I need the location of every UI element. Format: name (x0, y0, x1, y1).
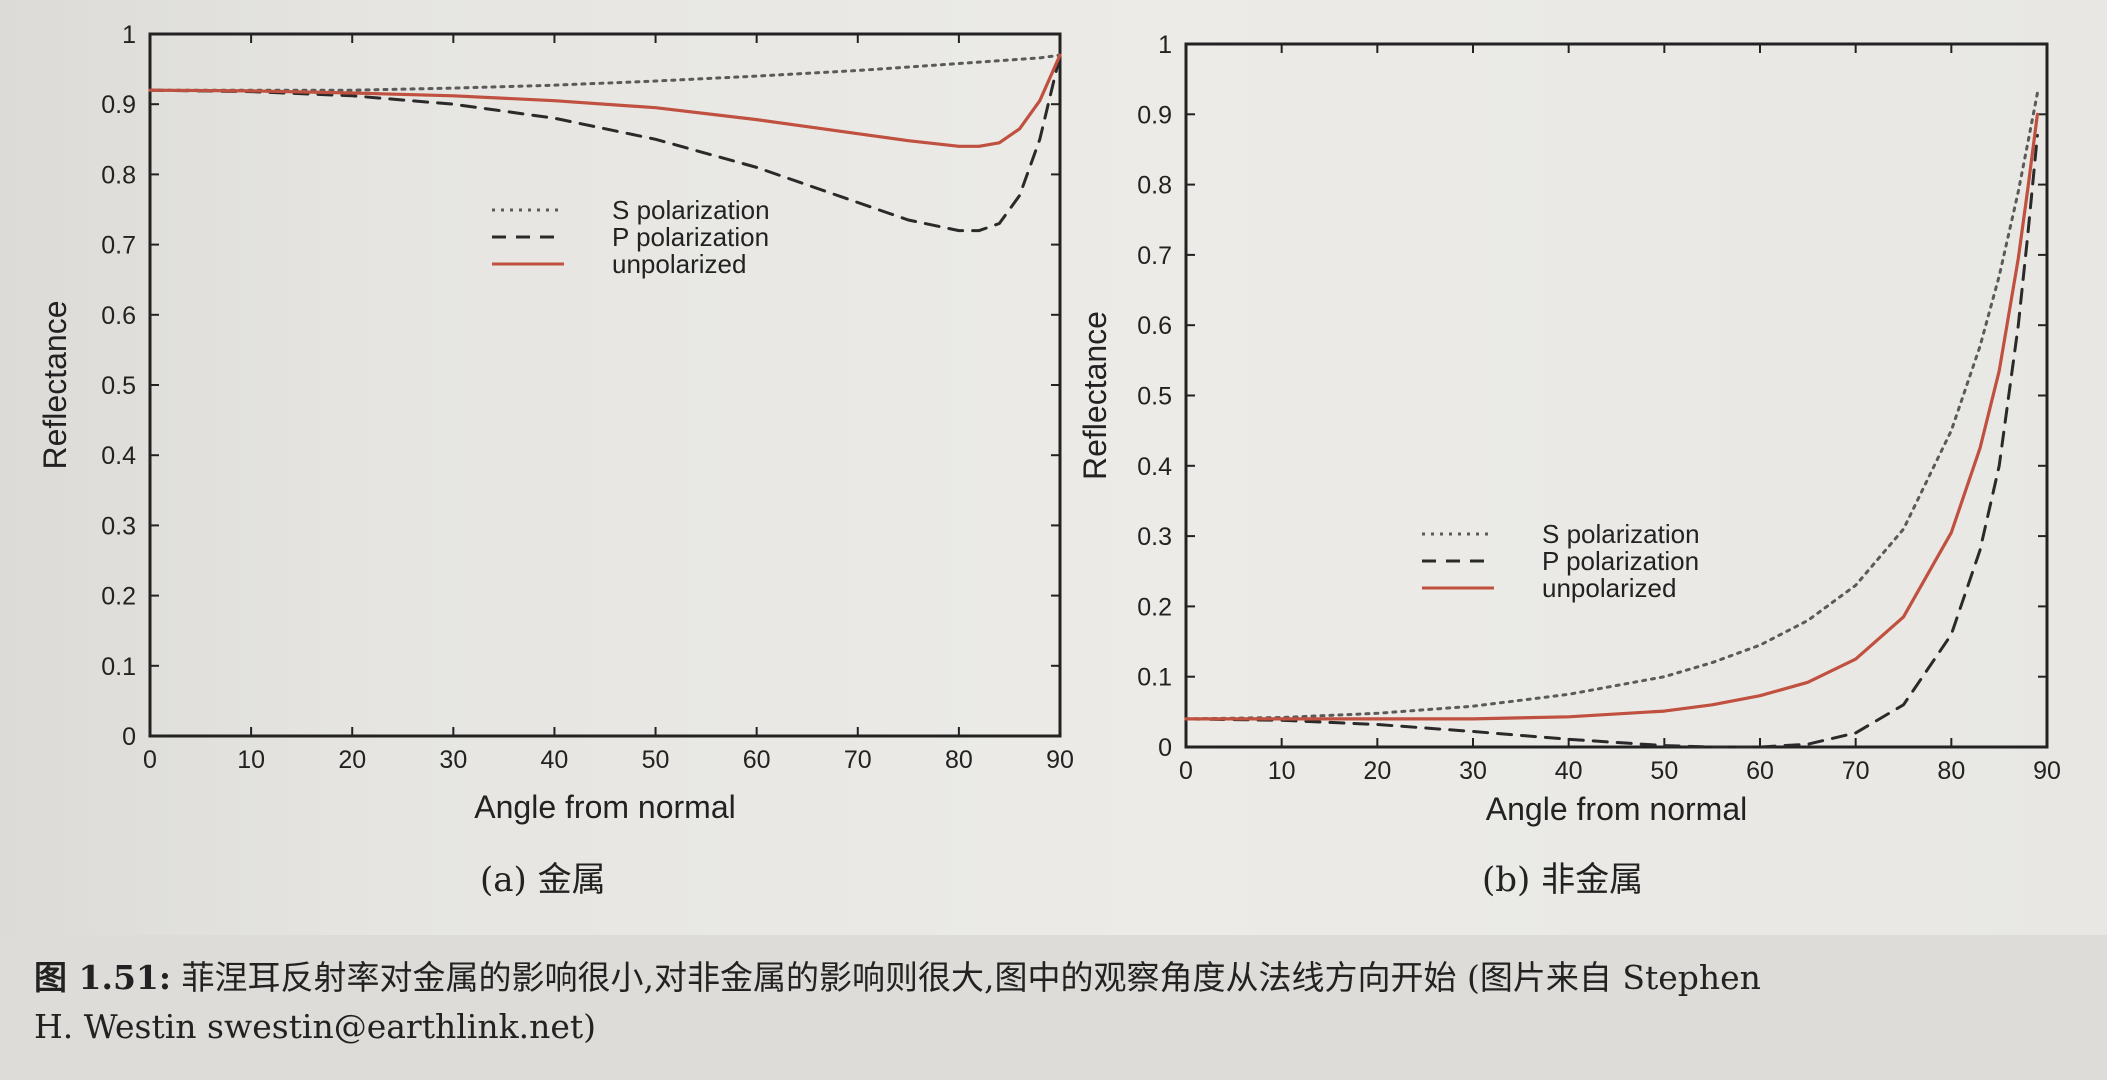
plot-frame (1184, 42, 2049, 749)
y-tick-label: 0.4 (101, 442, 136, 470)
caption-figure-number: 图 1.51: (34, 958, 172, 997)
x-tick-label: 60 (743, 746, 771, 774)
y-axis-title: Reflectance (1077, 311, 1113, 480)
chart-b: 0 10 20 30 40 50 60 70 80 90 0 0.1 0.2 0.3 0.4 0.5 0.6 0.… (1077, 31, 2061, 827)
x-tick-label: 90 (2033, 757, 2061, 785)
y-tick-label: 0.2 (1137, 593, 1172, 621)
y-tick-label: 0.8 (1137, 172, 1172, 200)
y-tick-label: 0.5 (1137, 383, 1172, 411)
x-tick-label: 40 (1555, 757, 1583, 785)
x-tick-label: 0 (1179, 757, 1193, 785)
y-tick-label: 0.6 (1137, 312, 1172, 340)
x-axis-title: Angle from normal (474, 789, 735, 825)
x-tick-label: 70 (1842, 757, 1870, 785)
y-tick-label: 1 (1158, 31, 1172, 59)
series-line-unpolarized (1184, 112, 2040, 721)
x-tick-label: 80 (1937, 757, 1965, 785)
x-tick-label: 50 (642, 746, 670, 774)
legend-label: S polarization (1542, 519, 1700, 549)
x-tick-label: 60 (1746, 757, 1774, 785)
y-tick-label: 0.3 (1137, 523, 1172, 551)
series-line-p-polarization (1184, 133, 2039, 749)
x-tick-label: 70 (844, 746, 872, 774)
caption-line-2: H. Westin swestin@earthlink.net) (34, 1007, 596, 1046)
series-line-s-polarization (1184, 91, 2039, 721)
subfigure-a-label: (a) 金属 (480, 860, 606, 900)
y-tick-label: 0.3 (101, 512, 136, 540)
subfigure-b-label: (b) 非金属 (1482, 860, 1644, 900)
y-tick-label: 0.1 (101, 653, 136, 681)
x-tick-label: 10 (1268, 757, 1296, 785)
series-line-s-polarization (148, 53, 1062, 92)
x-tick-label: 30 (1459, 757, 1487, 785)
y-tick-label: 0.4 (1137, 453, 1172, 481)
series-line-p-polarization (148, 53, 1062, 233)
figure-caption: 图 1.51: 菲涅耳反射率对金属的影响很小,对非金属的影响则很大,图中的观察角… (0, 935, 2107, 1080)
x-tick-label: 10 (237, 746, 265, 774)
legend-label: S polarization (612, 195, 770, 225)
y-tick-label: 0.7 (101, 232, 136, 260)
x-tick-label: 20 (338, 746, 366, 774)
figure-charts: 0 10 20 30 40 50 60 70 80 9000.10.20.30.40.50.60.… (37, 21, 2061, 827)
plot-frame (148, 32, 1062, 738)
y-tick-label: 0 (122, 723, 136, 751)
y-tick-label: 0.6 (101, 302, 136, 330)
legend-label: unpolarized (612, 249, 746, 279)
x-tick-label: 90 (1046, 746, 1074, 774)
x-axis-title: Angle from normal (1486, 791, 1747, 827)
y-tick-label: 0 (1158, 734, 1172, 762)
legend-label: P polarization (1542, 546, 1699, 576)
y-tick-label: 0.7 (1137, 242, 1172, 270)
x-tick-label: 20 (1363, 757, 1391, 785)
caption-line-1: 图 1.51: 菲涅耳反射率对金属的影响很小,对非金属的影响则很大,图中的观察角… (34, 951, 1761, 999)
caption-text: 菲涅耳反射率对金属的影响很小,对非金属的影响则很大,图中的观察角度从法线方向开始… (171, 958, 1761, 997)
legend-label: P polarization (612, 222, 769, 252)
y-tick-label: 0.8 (101, 161, 136, 189)
x-tick-label: 80 (945, 746, 973, 774)
x-tick-label: 30 (439, 746, 467, 774)
y-axis-title: Reflectance (37, 301, 73, 470)
y-tick-label: 1 (122, 21, 136, 49)
chart-a: 0 10 20 30 40 50 60 70 80 90 0 0.1 0.2 0.3 0.4 0.5 0.6 0.… (37, 21, 1074, 825)
x-tick-label: 50 (1650, 757, 1678, 785)
x-tick-label: 0 (143, 746, 157, 774)
y-tick-label: 0.5 (101, 372, 136, 400)
x-tick-label: 40 (541, 746, 569, 774)
y-tick-label: 0.9 (1137, 101, 1172, 129)
legend-label: unpolarized (1542, 573, 1676, 603)
y-tick-label: 0.9 (101, 91, 136, 119)
y-tick-label: 0.2 (101, 583, 136, 611)
series-line-unpolarized (148, 53, 1062, 148)
y-tick-label: 0.1 (1137, 664, 1172, 692)
